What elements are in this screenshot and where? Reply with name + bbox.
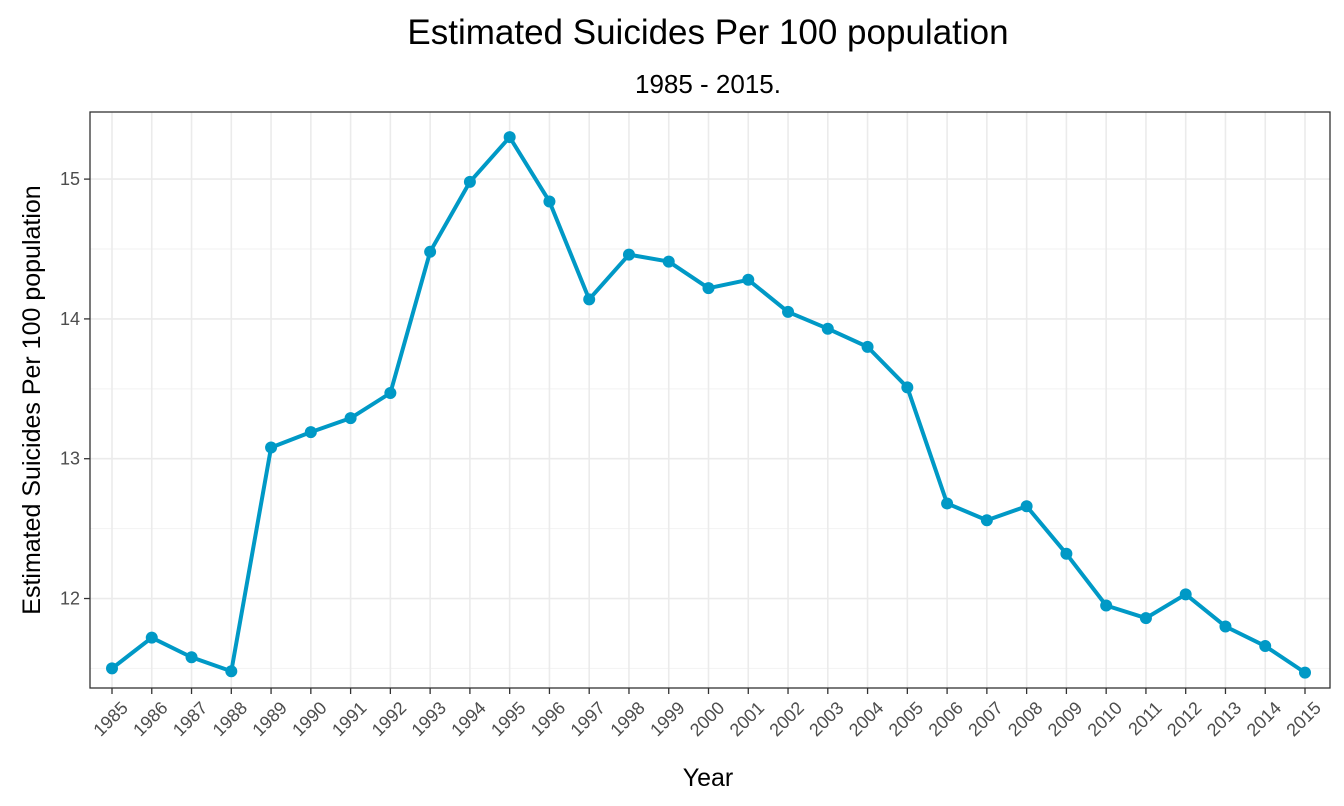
data-point: [1219, 620, 1232, 633]
x-tick-label: 1992: [368, 698, 410, 740]
x-tick-label: 2014: [1243, 698, 1285, 740]
chart-title: Estimated Suicides Per 100 population: [407, 13, 1008, 52]
x-tick-label: 2007: [964, 698, 1006, 740]
data-point: [1179, 588, 1192, 601]
data-point: [941, 497, 954, 510]
data-point: [344, 412, 357, 425]
x-tick-label: 2001: [726, 698, 768, 740]
x-tick-label: 1996: [527, 698, 569, 740]
x-tick-label: 1986: [129, 698, 171, 740]
series-points-layer: [106, 131, 1311, 679]
data-point: [1259, 640, 1272, 653]
data-point: [1020, 500, 1033, 513]
data-point: [821, 322, 834, 335]
x-tick-label: 1989: [248, 698, 290, 740]
x-tick-label: 1997: [567, 698, 609, 740]
x-tick-label: 2012: [1163, 698, 1205, 740]
panel-border: [89, 111, 1331, 689]
x-tick-label: 1995: [487, 698, 529, 740]
panel-border-rect: [89, 111, 1331, 689]
data-point: [662, 255, 675, 268]
data-point: [861, 340, 874, 353]
x-tick-label: 1998: [606, 698, 648, 740]
y-axis-title: Estimated Suicides Per 100 population: [18, 185, 46, 614]
x-tick-label: 1990: [288, 698, 330, 740]
data-point: [265, 441, 278, 454]
data-point: [106, 662, 118, 675]
x-tick-label: 2010: [1084, 698, 1126, 740]
data-point: [304, 426, 317, 439]
y-tick-label: 15: [60, 169, 80, 189]
y-tick-label: 12: [60, 589, 80, 609]
data-point: [145, 631, 158, 644]
x-tick-label: 2006: [925, 698, 967, 740]
data-point: [1299, 666, 1311, 679]
x-tick-label: 2008: [1004, 698, 1046, 740]
x-tick-label: 2003: [805, 698, 847, 740]
data-point: [1060, 547, 1073, 560]
x-tick-label: 2015: [1282, 698, 1324, 740]
y-tick-label: 13: [60, 449, 80, 469]
x-tick-label: 1988: [209, 698, 251, 740]
x-tick-label: 2004: [845, 698, 887, 740]
y-axis: 12 13 14 15: [60, 169, 90, 609]
data-point: [742, 273, 755, 286]
data-point: [185, 651, 198, 664]
x-tick-label: 2005: [885, 698, 927, 740]
data-point: [1100, 599, 1113, 612]
x-axis: 1985198619871988198919901991199219931994…: [89, 688, 1325, 740]
y-tick-label: 14: [60, 309, 80, 329]
x-axis-title: Year: [683, 764, 734, 792]
data-point: [1139, 612, 1152, 625]
x-tick-label: 2000: [686, 698, 728, 740]
x-tick-label: 1985: [89, 698, 131, 740]
data-point: [980, 514, 993, 527]
data-point: [583, 293, 596, 306]
x-tick-label: 2013: [1203, 698, 1245, 740]
x-tick-label: 1991: [328, 698, 370, 740]
x-tick-label: 1993: [408, 698, 450, 740]
data-point: [543, 195, 556, 208]
data-point: [782, 305, 795, 318]
data-point: [622, 248, 635, 261]
gridlines: [90, 112, 1330, 688]
x-tick-label: 2009: [1044, 698, 1086, 740]
plot-panel: [90, 112, 1330, 688]
x-tick-label: 1994: [447, 698, 489, 740]
data-point: [225, 665, 238, 678]
x-tick-label: 2002: [765, 698, 807, 740]
data-point: [424, 245, 437, 258]
data-point: [503, 131, 516, 144]
panel-background: [90, 112, 1330, 688]
data-point: [384, 387, 397, 400]
data-point: [901, 381, 914, 394]
data-point: [702, 282, 715, 295]
x-tick-label: 1987: [169, 698, 211, 740]
x-tick-label: 1999: [646, 698, 688, 740]
chart-subtitle: 1985 - 2015.: [635, 69, 781, 99]
x-tick-label: 2011: [1124, 698, 1166, 740]
data-point: [463, 175, 476, 188]
